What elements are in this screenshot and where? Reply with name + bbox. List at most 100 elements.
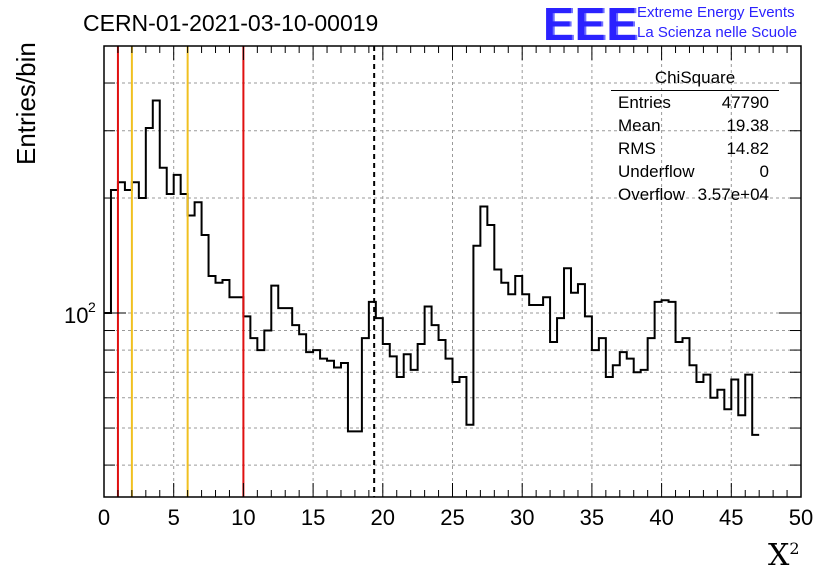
stats-value: 19.38	[726, 116, 769, 135]
histogram-bin	[480, 207, 487, 497]
histogram-bin	[348, 431, 355, 497]
stats-value: 14.82	[726, 139, 769, 158]
histogram-bin	[411, 370, 418, 497]
histogram-bin	[487, 225, 494, 497]
histogram-bin	[662, 300, 669, 497]
histogram-bin	[236, 297, 243, 497]
stats-row-entries: Entries 47790	[611, 91, 779, 114]
histogram-bin	[634, 372, 641, 497]
histogram-bin	[125, 190, 132, 497]
histogram-bin	[278, 308, 285, 497]
histogram-bin	[104, 313, 111, 497]
histogram-bin	[188, 216, 195, 497]
histogram-bin	[425, 307, 432, 497]
histogram-bin	[432, 325, 439, 497]
histogram-bin	[689, 365, 696, 497]
x-tick-label: 30	[510, 505, 534, 530]
histogram-bin	[494, 270, 501, 497]
stats-name: Mean	[618, 116, 661, 135]
histogram-bin	[564, 268, 571, 497]
histogram-bin	[738, 415, 745, 497]
histogram-bin	[250, 338, 257, 497]
histogram-bin	[341, 363, 348, 497]
histogram-bin	[515, 276, 522, 497]
histogram-bin	[383, 344, 390, 497]
stats-box: ChiSquare Entries 47790 Mean 19.38 RMS 1…	[611, 66, 779, 206]
histogram-outline	[104, 99, 760, 436]
histogram-layer	[104, 99, 760, 497]
histogram-bin	[153, 101, 160, 497]
histogram-bin	[202, 235, 209, 497]
histogram-bin	[306, 352, 313, 497]
histogram-bin	[710, 398, 717, 497]
histogram-bin	[243, 316, 250, 497]
histogram-bin	[529, 305, 536, 497]
histogram-bin	[466, 425, 473, 497]
marker-lines-layer	[116, 46, 376, 497]
chart-title: CERN-01-2021-03-10-00019	[83, 10, 379, 36]
histogram-bin	[676, 342, 683, 497]
histogram-bin	[313, 350, 320, 497]
histogram-bin	[362, 338, 369, 497]
histogram-bin	[271, 286, 278, 497]
histogram-bin	[557, 318, 564, 497]
histogram-bin	[209, 276, 216, 497]
x-tick-label: 25	[440, 505, 464, 530]
histogram-bin	[752, 435, 759, 497]
stats-title: ChiSquare	[611, 66, 779, 91]
histogram-bin	[292, 325, 299, 497]
histogram-bin	[627, 359, 634, 497]
histogram-bin	[146, 128, 153, 497]
histogram-bin	[459, 377, 466, 497]
stats-name: RMS	[618, 139, 656, 158]
stats-value: 0	[759, 162, 769, 181]
x-tick-label: 10	[231, 505, 255, 530]
histogram-bin	[334, 368, 341, 497]
histogram-bin	[390, 356, 397, 497]
x-axis-label-text: X	[768, 538, 790, 573]
histogram-bin	[696, 382, 703, 497]
histogram-bin	[139, 198, 146, 497]
histogram-bin	[473, 246, 480, 497]
histogram-bin	[648, 338, 655, 497]
histogram-bin	[174, 175, 181, 497]
histogram-bin	[216, 283, 223, 497]
histogram-bin	[327, 361, 334, 497]
histogram-bin	[453, 382, 460, 497]
logo-caption-line2: La Scienza nelle Scuole	[637, 24, 798, 41]
histogram-bin	[118, 182, 125, 497]
y-tick-label: 10	[64, 303, 88, 328]
stats-row-mean: Mean 19.38	[611, 114, 779, 137]
stats-row-underflow: Underflow 0	[611, 160, 779, 183]
histogram-bin	[355, 431, 362, 497]
histogram-bin	[592, 350, 599, 497]
histogram-bin	[264, 331, 271, 497]
x-tick-label: 20	[371, 505, 395, 530]
logo-caption-line1: Extreme Energy Events	[637, 4, 795, 21]
x-axis-label-superscript: 2	[789, 539, 800, 558]
x-tick-label: 35	[580, 505, 604, 530]
histogram-bin	[195, 202, 202, 497]
x-tick-label: 0	[98, 505, 110, 530]
histogram-bin	[717, 390, 724, 497]
x-tick-label: 40	[649, 505, 673, 530]
histogram-bin	[111, 190, 118, 497]
histogram-bin	[404, 354, 411, 497]
histogram-bin	[167, 194, 174, 497]
x-tick-label: 15	[301, 505, 325, 530]
y-tick-label-exponent: 2	[88, 299, 96, 315]
histogram-bin	[585, 316, 592, 497]
histogram-bin	[508, 294, 515, 497]
histogram-bin	[536, 305, 543, 497]
histogram-bin	[439, 340, 446, 497]
histogram-bin	[299, 334, 306, 497]
histogram-bin	[745, 375, 752, 497]
histogram-bin	[181, 194, 188, 497]
histogram-bin	[257, 350, 264, 497]
histogram-bin	[641, 370, 648, 497]
stats-row-overflow: Overflow 3.57e+04	[611, 183, 779, 206]
stats-value: 47790	[721, 93, 769, 112]
histogram-bin	[543, 297, 550, 497]
histogram-bin	[320, 359, 327, 497]
